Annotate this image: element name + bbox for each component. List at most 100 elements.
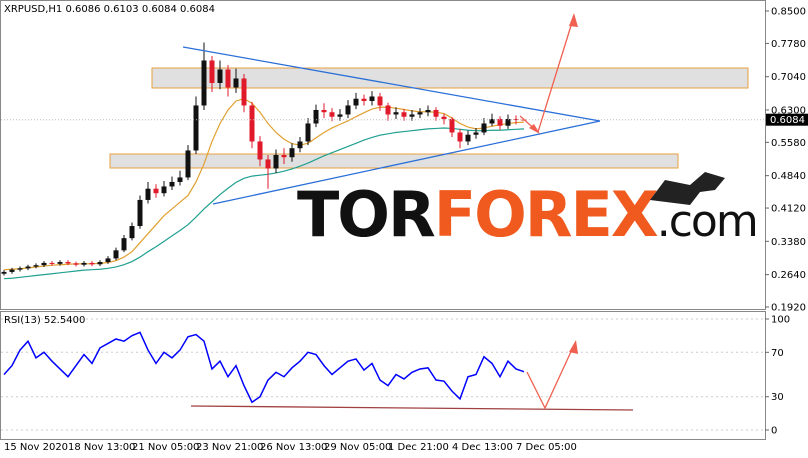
- y-tick-label: 0.2640: [771, 270, 806, 281]
- candle-body: [273, 154, 279, 169]
- candle-body: [353, 98, 359, 106]
- candle-body: [401, 112, 407, 117]
- candle-body: [121, 238, 127, 251]
- candle-body: [81, 262, 87, 265]
- candle-body: [129, 226, 135, 239]
- candle-body: [481, 123, 487, 133]
- candle-body: [433, 109, 439, 117]
- watermark-part: TOR: [297, 178, 435, 251]
- candle-body: [57, 262, 63, 264]
- candle-body: [297, 141, 303, 149]
- forecast-arrow: [526, 342, 576, 410]
- candle-body: [177, 177, 183, 182]
- y-tick-label: 0.1920: [771, 303, 806, 314]
- candle-body: [17, 268, 23, 270]
- candle-body: [257, 141, 263, 160]
- support-zone: [109, 153, 679, 169]
- candle-body: [265, 159, 271, 169]
- candle-body: [393, 112, 399, 115]
- rsi-line: [3, 331, 525, 404]
- candle-body: [113, 250, 119, 259]
- candle-body: [145, 188, 151, 200]
- candle-body: [225, 69, 231, 88]
- candle-body: [465, 134, 471, 142]
- candle-body: [289, 148, 295, 158]
- candle-body: [369, 96, 375, 101]
- candle-body: [209, 60, 215, 83]
- candle-body: [89, 262, 95, 265]
- candle-body: [457, 132, 463, 142]
- candle-body: [25, 266, 31, 269]
- x-tick-label: 23 Nov 21:00: [196, 442, 263, 453]
- candle-body: [249, 105, 255, 142]
- candle-body: [65, 262, 71, 264]
- candle-body: [441, 116, 447, 119]
- rsi-panel: [0, 311, 766, 440]
- candle-body: [385, 105, 391, 115]
- y-tick-label: 0.3380: [771, 237, 806, 248]
- last-high: 0.6103: [104, 4, 139, 15]
- rsi-label: RSI(13) 52.5400: [4, 315, 85, 326]
- trend-line: [212, 120, 601, 205]
- candle-body: [217, 69, 223, 83]
- arrow-head: [569, 340, 578, 354]
- y-tick-label: 0.8500: [771, 7, 806, 18]
- y-tick-label: 0.5580: [771, 138, 806, 149]
- candle-body: [305, 123, 311, 142]
- last-close: 0.6084: [180, 4, 215, 15]
- candle-body: [241, 78, 247, 106]
- x-tick-label: 4 Dec 13:00: [452, 442, 513, 453]
- arrow-head: [569, 13, 578, 27]
- resistance-zone: [151, 67, 749, 89]
- x-tick-label: 7 Dec 05:00: [516, 442, 577, 453]
- y-tick-label: 0.6300: [771, 105, 806, 116]
- candle-body: [105, 258, 111, 263]
- arrow-head: [529, 124, 540, 134]
- candle-body: [449, 118, 455, 133]
- candle-body: [49, 262, 55, 264]
- candle-body: [345, 105, 351, 115]
- candle-body: [321, 109, 327, 113]
- candle-body: [377, 96, 383, 106]
- candle-body: [233, 78, 239, 88]
- candle-body: [153, 188, 159, 194]
- candle-body: [1, 271, 7, 274]
- y-tick-label: 100: [771, 314, 790, 325]
- moving-average: [3, 127, 525, 280]
- candle-body: [313, 109, 319, 124]
- candle-body: [409, 114, 415, 117]
- candle-body: [337, 114, 343, 117]
- candle-body: [193, 105, 199, 151]
- y-tick-label: 0.4840: [771, 171, 806, 182]
- candle-body: [497, 118, 503, 126]
- trend-line: [182, 46, 601, 122]
- watermark: TORFOREX.com: [297, 178, 757, 251]
- candle-body: [73, 263, 79, 265]
- y-tick-label: 0: [771, 426, 777, 437]
- x-tick-label: 18 Nov 13:00: [68, 442, 135, 453]
- x-tick-label: 26 Nov 13:00: [260, 442, 327, 453]
- candle-body: [329, 112, 335, 117]
- last-low: 0.6084: [142, 4, 177, 15]
- y-tick-label: 70: [771, 348, 784, 359]
- watermark-part: .com: [657, 196, 757, 247]
- candle-body: [33, 265, 39, 267]
- rsi-support-line: [190, 405, 634, 411]
- candle-body: [473, 132, 479, 135]
- candle-body: [9, 269, 15, 272]
- candle-body: [97, 262, 103, 265]
- x-tick-label: 29 Nov 05:00: [324, 442, 391, 453]
- symbol-label: XRPUSD,H1 0.6086 0.6103 0.6084 0.6084: [4, 4, 215, 15]
- symbol: XRPUSD,H1: [4, 4, 62, 15]
- price-tag-label: 0.6084: [770, 115, 805, 126]
- x-tick-label: 21 Nov 05:00: [132, 442, 199, 453]
- x-tick-label: 1 Dec 21:00: [388, 442, 449, 453]
- last-open: 0.6086: [65, 4, 100, 15]
- candle-body: [169, 181, 175, 187]
- candle-body: [161, 186, 167, 194]
- candle-body: [137, 199, 143, 227]
- candle-body: [417, 112, 423, 115]
- y-tick-label: 0.4120: [771, 204, 806, 215]
- candle-body: [201, 60, 207, 106]
